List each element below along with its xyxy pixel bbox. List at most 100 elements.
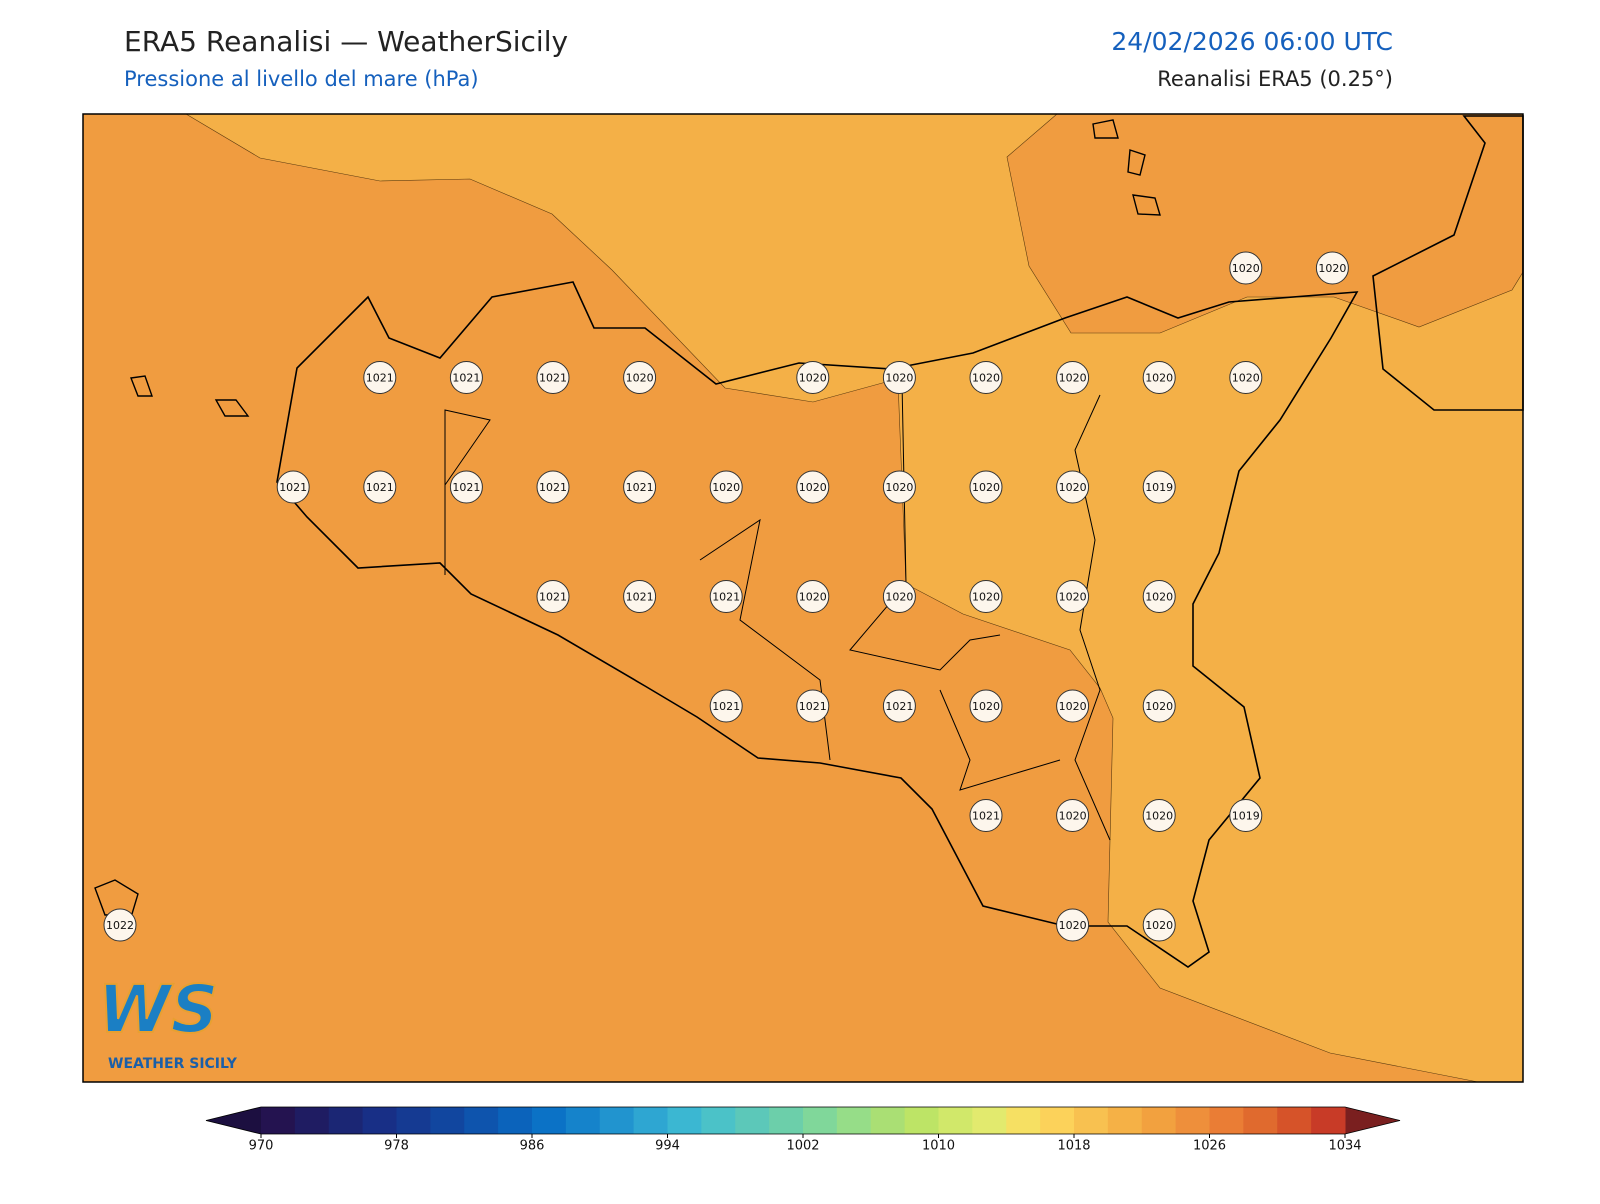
station-value: 1021	[712, 700, 740, 713]
station: 1021	[276, 470, 310, 504]
station-bubble	[709, 689, 743, 723]
station-bubble	[796, 689, 830, 723]
station-bubble	[623, 361, 657, 394]
station-value: 1021	[279, 481, 307, 494]
station-bubble	[709, 470, 743, 504]
colorbar-tick-label: 1010	[922, 1139, 955, 1154]
logo-mark: WS	[98, 971, 218, 1048]
colorbar-segment	[735, 1107, 770, 1134]
island	[94, 879, 139, 916]
station-bubble	[796, 470, 830, 504]
station-value: 1020	[1145, 919, 1173, 932]
colorbar-segment	[1006, 1107, 1041, 1134]
station: 1022	[103, 908, 137, 942]
station-bubble	[882, 361, 916, 394]
station-bubble	[536, 470, 570, 504]
station-value: 1020	[972, 700, 1000, 713]
station-bubble	[1056, 908, 1090, 942]
station-bubble	[882, 689, 916, 723]
colorbar-segment	[294, 1107, 330, 1134]
station-bubble	[1056, 470, 1090, 504]
station-bubble	[449, 470, 483, 504]
station-bubble	[536, 580, 570, 613]
station: 1020	[1142, 908, 1176, 942]
station: 1020	[969, 361, 1003, 394]
colorbar: 970 978 986 994 1002 1010 1018 1026 1034	[205, 1106, 1401, 1154]
colorbar-segment	[769, 1107, 804, 1134]
station: 1021	[536, 580, 570, 613]
station-bubble	[882, 580, 916, 613]
colorbar-segment	[803, 1107, 838, 1134]
map: 1020 1020 1021 1021 1021 1020 1020 1020 1020 1020…	[82, 113, 1524, 1083]
title: ERA5 Reanalisi — WeatherSicily	[124, 25, 568, 58]
station-value: 1022	[106, 919, 134, 932]
station-value: 1019	[1232, 810, 1260, 823]
station-value: 1020	[799, 591, 827, 604]
station-value: 1020	[1318, 262, 1346, 275]
station-bubble	[276, 470, 310, 504]
station-layer: 1020 1020 1021 1021 1021 1020 1020 1020 1020 1020…	[103, 251, 1349, 942]
station-value: 1020	[799, 481, 827, 494]
station-bubble	[1142, 689, 1176, 723]
colorbar-over	[1345, 1107, 1400, 1134]
station-bubble	[709, 580, 743, 613]
station-bubble	[363, 470, 397, 504]
station: 1020	[709, 470, 743, 504]
station-value: 1020	[1059, 700, 1087, 713]
colorbar-segment	[1074, 1107, 1109, 1134]
station-bubble	[1142, 580, 1176, 613]
colorbar-segment	[599, 1107, 635, 1134]
station: 1020	[1056, 580, 1090, 613]
colorbar-segment	[1175, 1107, 1210, 1134]
station-value: 1020	[1145, 372, 1173, 385]
colorbar-segment	[836, 1107, 872, 1134]
station-bubble	[536, 361, 570, 394]
station: 1020	[1142, 799, 1176, 832]
colorbar-segment	[328, 1107, 364, 1134]
station: 1021	[882, 689, 916, 723]
logo-text: WEATHER SICILY	[108, 1056, 238, 1072]
station: 1020	[969, 689, 1003, 723]
station-bubble	[1056, 799, 1090, 832]
station-value: 1021	[452, 372, 480, 385]
station-bubble	[969, 361, 1003, 394]
island	[214, 399, 250, 417]
colorbar-segment	[464, 1107, 499, 1134]
province-border	[939, 689, 1061, 791]
station-value: 1020	[1059, 810, 1087, 823]
colorbar-under	[206, 1107, 261, 1134]
logo: WS WEATHER SICILY	[97, 970, 238, 1072]
sicily-coast	[276, 281, 1359, 968]
station-value: 1020	[885, 481, 913, 494]
station: 1020	[969, 470, 1003, 504]
station: 1020	[623, 361, 657, 394]
station-value: 1021	[972, 810, 1000, 823]
colorbar-tick-label: 1018	[1057, 1139, 1090, 1154]
station-value: 1021	[799, 700, 827, 713]
station: 1021	[969, 799, 1003, 832]
station-value: 1021	[539, 591, 567, 604]
station-value: 1020	[712, 481, 740, 494]
colorbar-tick-label: 1026	[1193, 1139, 1226, 1154]
station-value: 1021	[452, 481, 480, 494]
colorbar-segment	[565, 1107, 601, 1134]
station-bubble	[969, 470, 1003, 504]
station: 1020	[1142, 580, 1176, 613]
colorbar-segment	[904, 1107, 939, 1134]
station-value: 1021	[626, 591, 654, 604]
station: 1020	[1142, 361, 1176, 394]
station-value: 1020	[1232, 372, 1260, 385]
colorbar-outline	[205, 1106, 1401, 1135]
station-value: 1019	[1145, 481, 1173, 494]
station: 1021	[449, 470, 483, 504]
station: 1019	[1229, 799, 1263, 832]
station: 1020	[882, 361, 916, 394]
colorbar-segment	[1107, 1107, 1143, 1134]
station: 1021	[449, 361, 483, 394]
station-value: 1020	[1145, 591, 1173, 604]
station-bubble	[1142, 361, 1176, 394]
station: 1020	[796, 580, 830, 613]
station-value: 1020	[1059, 372, 1087, 385]
station-bubble	[969, 689, 1003, 723]
